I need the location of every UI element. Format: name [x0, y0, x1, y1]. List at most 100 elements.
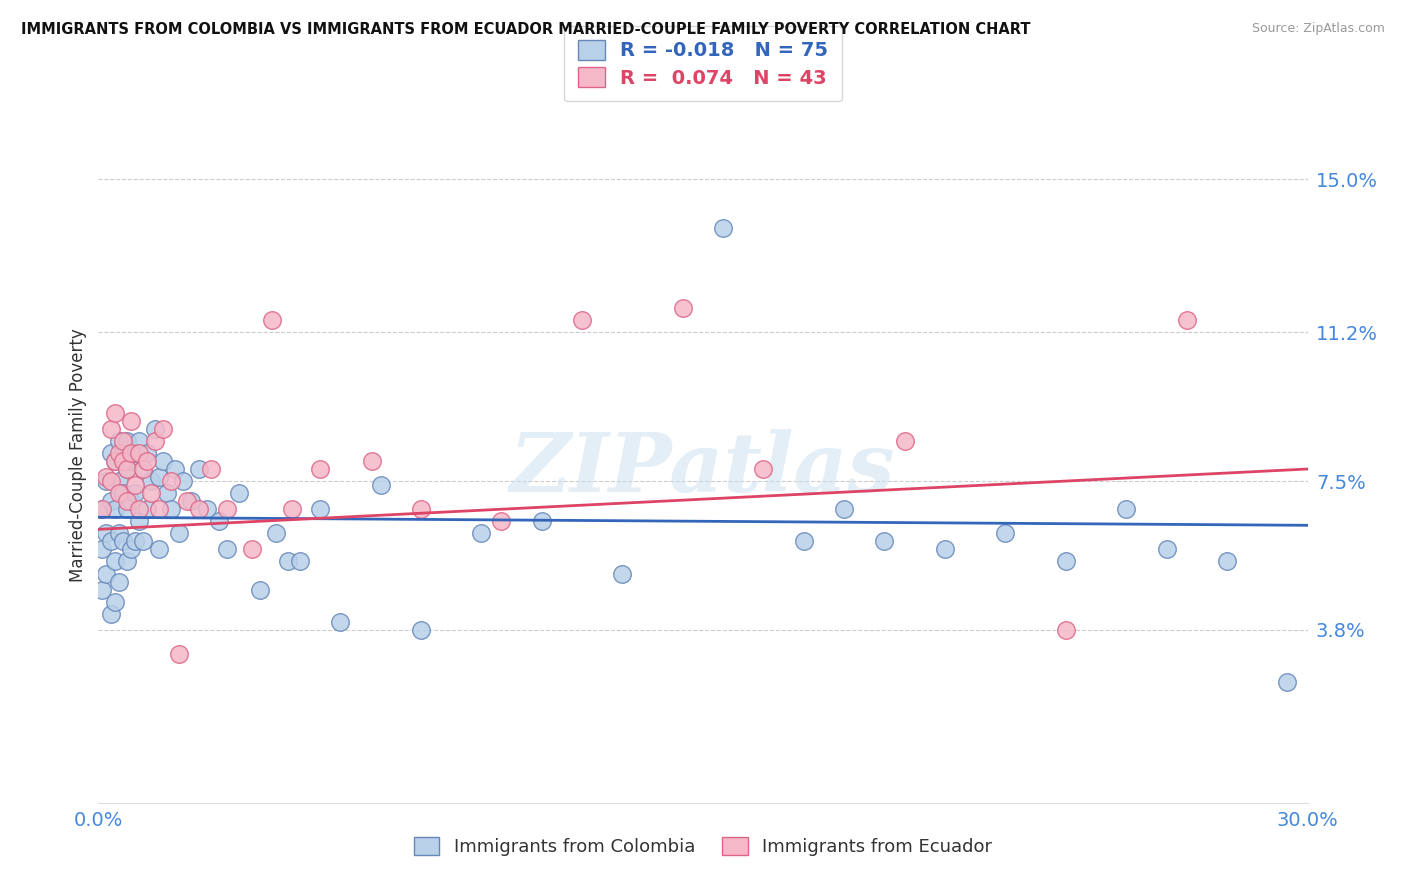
Point — [100, 494, 122, 508]
Point — [107, 486, 129, 500]
Point — [260, 313, 283, 327]
Point — [934, 542, 956, 557]
Point — [873, 534, 896, 549]
Point — [188, 462, 211, 476]
Point — [281, 502, 304, 516]
Text: ZIPatlas: ZIPatlas — [510, 429, 896, 508]
Point — [240, 542, 263, 557]
Point — [115, 494, 138, 508]
Point — [160, 474, 183, 488]
Point — [139, 486, 162, 500]
Point — [217, 502, 239, 516]
Point — [91, 582, 114, 597]
Point — [120, 542, 142, 557]
Point — [329, 615, 352, 629]
Legend: Immigrants from Colombia, Immigrants from Ecuador: Immigrants from Colombia, Immigrants fro… — [406, 830, 1000, 863]
Point — [120, 494, 142, 508]
Point — [107, 474, 129, 488]
Point — [249, 582, 271, 597]
Point — [100, 474, 122, 488]
Point — [111, 486, 134, 500]
Point — [100, 422, 122, 436]
Text: IMMIGRANTS FROM COLOMBIA VS IMMIGRANTS FROM ECUADOR MARRIED-COUPLE FAMILY POVERT: IMMIGRANTS FROM COLOMBIA VS IMMIGRANTS F… — [21, 22, 1031, 37]
Point — [100, 607, 122, 621]
Point — [893, 434, 915, 448]
Point — [1115, 502, 1137, 516]
Point — [143, 422, 166, 436]
Point — [91, 542, 114, 557]
Point — [124, 478, 146, 492]
Point — [103, 502, 125, 516]
Point — [612, 566, 634, 581]
Point — [115, 434, 138, 448]
Point — [163, 462, 186, 476]
Point — [107, 526, 129, 541]
Point — [135, 454, 157, 468]
Point — [1216, 554, 1239, 568]
Point — [370, 478, 392, 492]
Point — [1054, 623, 1077, 637]
Point — [124, 534, 146, 549]
Point — [132, 462, 155, 476]
Point — [91, 502, 114, 516]
Point — [96, 566, 118, 581]
Point — [264, 526, 287, 541]
Point — [115, 462, 138, 476]
Point — [1054, 554, 1077, 568]
Point — [672, 301, 695, 315]
Point — [128, 502, 150, 516]
Text: Source: ZipAtlas.com: Source: ZipAtlas.com — [1251, 22, 1385, 36]
Point — [132, 534, 155, 549]
Point — [103, 454, 125, 468]
Point — [208, 514, 231, 528]
Point — [148, 470, 170, 484]
Point — [152, 422, 174, 436]
Point — [139, 474, 162, 488]
Point — [115, 462, 138, 476]
Point — [100, 534, 122, 549]
Point — [277, 554, 299, 568]
Point — [120, 414, 142, 428]
Point — [120, 454, 142, 468]
Point — [752, 462, 775, 476]
Point — [115, 554, 138, 568]
Point — [135, 502, 157, 516]
Point — [228, 486, 250, 500]
Point — [124, 486, 146, 500]
Point — [176, 494, 198, 508]
Point — [832, 502, 855, 516]
Point — [793, 534, 815, 549]
Point — [100, 446, 122, 460]
Point — [409, 502, 432, 516]
Point — [361, 454, 384, 468]
Point — [103, 406, 125, 420]
Point — [128, 434, 150, 448]
Point — [470, 526, 492, 541]
Point — [180, 494, 202, 508]
Point — [96, 474, 118, 488]
Point — [195, 502, 218, 516]
Point — [200, 462, 222, 476]
Point — [1156, 542, 1178, 557]
Point — [172, 474, 194, 488]
Point — [491, 514, 513, 528]
Point — [115, 502, 138, 516]
Point — [135, 446, 157, 460]
Point — [1277, 675, 1299, 690]
Point — [107, 434, 129, 448]
Point — [217, 542, 239, 557]
Point — [111, 454, 134, 468]
Point — [96, 526, 118, 541]
Point — [124, 446, 146, 460]
Point — [167, 647, 190, 661]
Point — [711, 220, 734, 235]
Point — [111, 434, 134, 448]
Point — [571, 313, 593, 327]
Point — [91, 502, 114, 516]
Point — [309, 462, 332, 476]
Point — [103, 595, 125, 609]
Point — [111, 534, 134, 549]
Point — [128, 446, 150, 460]
Point — [143, 434, 166, 448]
Point — [288, 554, 311, 568]
